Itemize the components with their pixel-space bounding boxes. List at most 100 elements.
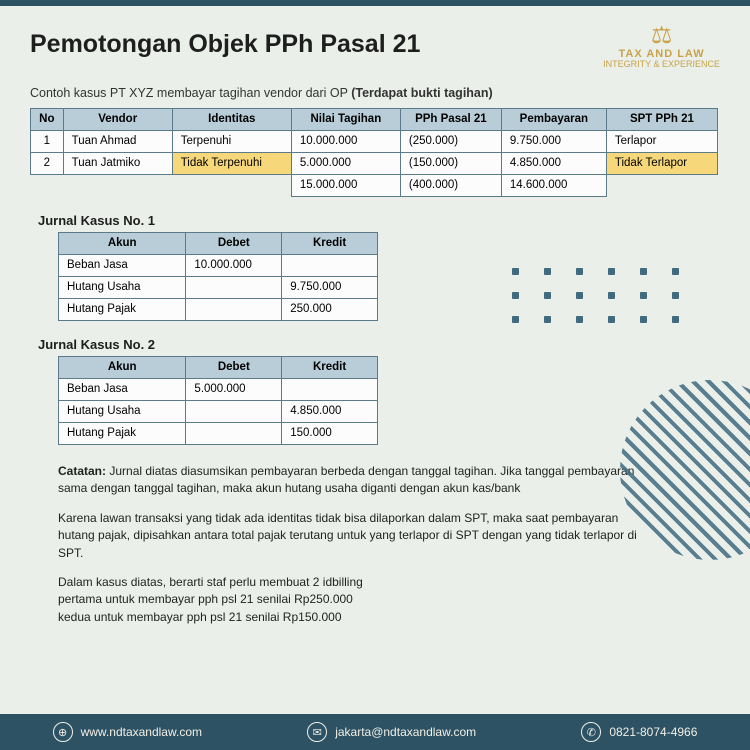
brand-tagline: INTEGRITY & EXPERIENCE <box>603 60 720 70</box>
table-cell: Hutang Pajak <box>59 422 186 444</box>
decor-dot <box>672 292 679 299</box>
decor-dot <box>544 268 551 275</box>
table-cell <box>172 174 291 196</box>
table-cell: Hutang Pajak <box>59 298 186 320</box>
subtitle-bold: (Terdapat bukti tagihan) <box>351 86 492 100</box>
table-row: Beban Jasa5.000.000 <box>59 378 378 400</box>
table-row: Hutang Usaha4.850.000 <box>59 400 378 422</box>
subtitle: Contoh kasus PT XYZ membayar tagihan ven… <box>30 86 720 100</box>
table-cell: Tidak Terlapor <box>606 152 717 174</box>
footer-web: ⊕ www.ndtaxandlaw.com <box>53 722 202 742</box>
journal-col-header: Kredit <box>282 232 378 254</box>
note-p1-bold: Catatan: <box>58 464 109 478</box>
table-row: 2Tuan JatmikoTidak Terpenuhi5.000.000(15… <box>31 152 718 174</box>
journal2-title: Jurnal Kasus No. 2 <box>38 337 720 352</box>
table-cell: Tuan Jatmiko <box>63 152 172 174</box>
decor-dot <box>544 292 551 299</box>
table-cell: (250.000) <box>400 130 501 152</box>
decor-dot <box>512 292 519 299</box>
main-col-header: Nilai Tagihan <box>291 108 400 130</box>
footer-email: ✉ jakarta@ndtaxandlaw.com <box>307 722 476 742</box>
decor-dot <box>576 292 583 299</box>
scales-icon: ⚖ <box>603 24 720 48</box>
decor-dot <box>640 292 647 299</box>
subtitle-plain: Contoh kasus PT XYZ membayar tagihan ven… <box>30 86 351 100</box>
decor-dot <box>512 268 519 275</box>
table-row: Beban Jasa10.000.000 <box>59 254 378 276</box>
main-col-header: PPh Pasal 21 <box>400 108 501 130</box>
footer-phone-text: 0821-8074-4966 <box>609 725 697 739</box>
table-cell: Tuan Ahmad <box>63 130 172 152</box>
table-cell: Terpenuhi <box>172 130 291 152</box>
page-title: Pemotongan Objek PPh Pasal 21 <box>30 30 420 59</box>
journal1-table: AkunDebetKredit Beban Jasa10.000.000Huta… <box>58 232 378 321</box>
table-cell <box>606 174 717 196</box>
decor-dot <box>640 268 647 275</box>
table-cell: Hutang Usaha <box>59 400 186 422</box>
table-cell <box>31 174 64 196</box>
decor-dot <box>640 316 647 323</box>
table-cell: 250.000 <box>282 298 378 320</box>
table-cell <box>186 276 282 298</box>
footer-email-text: jakarta@ndtaxandlaw.com <box>335 725 476 739</box>
table-cell: 5.000.000 <box>186 378 282 400</box>
table-cell: (150.000) <box>400 152 501 174</box>
table-cell: Terlapor <box>606 130 717 152</box>
table-cell: 4.850.000 <box>501 152 606 174</box>
journal-col-header: Debet <box>186 356 282 378</box>
table-row: Hutang Pajak 150.000 <box>59 422 378 444</box>
decor-dot <box>672 268 679 275</box>
table-cell <box>63 174 172 196</box>
table-cell <box>186 400 282 422</box>
table-cell: Beban Jasa <box>59 378 186 400</box>
mail-icon: ✉ <box>307 722 327 742</box>
decor-dot <box>672 316 679 323</box>
table-cell: 9.750.000 <box>282 276 378 298</box>
notes-block: Catatan: Jurnal diatas diasumsikan pemba… <box>58 463 658 626</box>
table-cell <box>282 254 378 276</box>
table-row: Hutang Pajak 250.000 <box>59 298 378 320</box>
main-col-header: SPT PPh 21 <box>606 108 717 130</box>
main-col-header: Identitas <box>172 108 291 130</box>
main-col-header: No <box>31 108 64 130</box>
table-row: 1Tuan AhmadTerpenuhi10.000.000(250.000)9… <box>31 130 718 152</box>
brand-logo: ⚖ TAX AND LAW INTEGRITY & EXPERIENCE <box>603 24 720 70</box>
table-cell: 10.000.000 <box>291 130 400 152</box>
footer-phone: ✆ 0821-8074-4966 <box>581 722 697 742</box>
table-cell <box>282 378 378 400</box>
note-p1: Catatan: Jurnal diatas diasumsikan pemba… <box>58 463 658 498</box>
table-cell: 150.000 <box>282 422 378 444</box>
journal2-table: AkunDebetKredit Beban Jasa5.000.000Hutan… <box>58 356 378 445</box>
main-col-header: Pembayaran <box>501 108 606 130</box>
table-cell: 9.750.000 <box>501 130 606 152</box>
main-table-header-row: NoVendorIdentitasNilai TagihanPPh Pasal … <box>31 108 718 130</box>
decor-dot <box>544 316 551 323</box>
table-cell: 1 <box>31 130 64 152</box>
decor-dot <box>576 268 583 275</box>
decor-dot <box>608 292 615 299</box>
table-cell: 10.000.000 <box>186 254 282 276</box>
table-cell: 2 <box>31 152 64 174</box>
table-cell: Beban Jasa <box>59 254 186 276</box>
main-table: NoVendorIdentitasNilai TagihanPPh Pasal … <box>30 108 718 197</box>
note-p2: Karena lawan transaksi yang tidak ada id… <box>58 510 658 562</box>
footer-web-text: www.ndtaxandlaw.com <box>81 725 202 739</box>
dot-grid-decor <box>512 268 682 326</box>
journal-col-header: Kredit <box>282 356 378 378</box>
table-cell <box>186 298 282 320</box>
table-cell: Hutang Usaha <box>59 276 186 298</box>
decor-dot <box>512 316 519 323</box>
journal1-title: Jurnal Kasus No. 1 <box>38 213 720 228</box>
globe-icon: ⊕ <box>53 722 73 742</box>
header-row: Pemotongan Objek PPh Pasal 21 ⚖ TAX AND … <box>30 24 720 70</box>
whatsapp-icon: ✆ <box>581 722 601 742</box>
table-row: Hutang Usaha 9.750.000 <box>59 276 378 298</box>
table-cell: 14.600.000 <box>501 174 606 196</box>
table-cell: Tidak Terpenuhi <box>172 152 291 174</box>
main-col-header: Vendor <box>63 108 172 130</box>
table-cell <box>186 422 282 444</box>
journal-col-header: Akun <box>59 232 186 254</box>
note-p3: Dalam kasus diatas, berarti staf perlu m… <box>58 574 658 626</box>
table-cell: 15.000.000 <box>291 174 400 196</box>
decor-dot <box>608 268 615 275</box>
